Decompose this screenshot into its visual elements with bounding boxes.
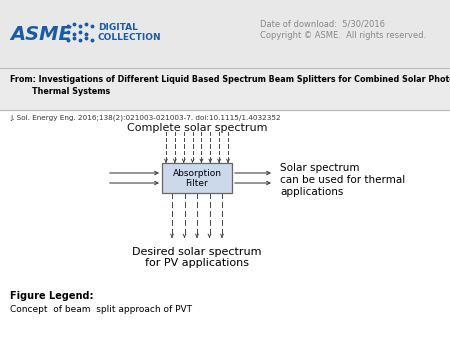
Text: ASME: ASME — [10, 24, 72, 44]
Text: can be used for thermal: can be used for thermal — [280, 175, 405, 185]
Text: DIGITAL: DIGITAL — [98, 24, 138, 32]
Bar — [162, 163, 232, 193]
Text: applications: applications — [280, 187, 343, 197]
Text: for PV applications: for PV applications — [145, 258, 249, 268]
Text: COLLECTION: COLLECTION — [98, 33, 162, 43]
Text: Thermal Systems: Thermal Systems — [10, 88, 110, 97]
Bar — [0, 0, 450, 68]
Text: Filter: Filter — [185, 179, 208, 189]
Text: Concept  of beam  split approach of PVT: Concept of beam split approach of PVT — [10, 305, 192, 314]
Text: Absorption: Absorption — [172, 169, 221, 177]
Text: Date of download:  5/30/2016: Date of download: 5/30/2016 — [260, 20, 385, 28]
Text: Figure Legend:: Figure Legend: — [10, 291, 94, 301]
Text: J. Sol. Energy Eng. 2016;138(2):021003-021003-7. doi:10.1115/1.4032352: J. Sol. Energy Eng. 2016;138(2):021003-0… — [10, 115, 281, 121]
Text: Copyright © ASME.  All rights reserved.: Copyright © ASME. All rights reserved. — [260, 31, 426, 41]
Text: Complete solar spectrum: Complete solar spectrum — [127, 123, 267, 133]
Text: Solar spectrum: Solar spectrum — [280, 163, 360, 173]
Text: Desired solar spectrum: Desired solar spectrum — [132, 247, 262, 257]
Bar — [0, 68, 450, 110]
Text: From: Investigations of Different Liquid Based Spectrum Beam Splitters for Combi: From: Investigations of Different Liquid… — [10, 75, 450, 84]
